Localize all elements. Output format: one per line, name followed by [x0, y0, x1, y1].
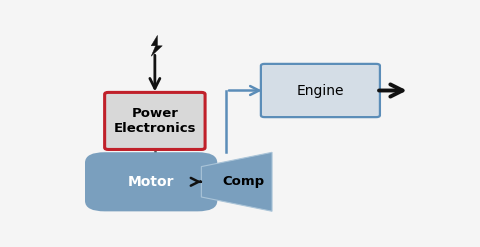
FancyBboxPatch shape [86, 153, 216, 210]
Polygon shape [151, 35, 162, 56]
Text: Engine: Engine [297, 83, 344, 98]
Text: Comp: Comp [223, 175, 265, 188]
FancyBboxPatch shape [261, 64, 380, 117]
Text: Power
Electronics: Power Electronics [114, 107, 196, 135]
FancyBboxPatch shape [105, 92, 205, 149]
Polygon shape [202, 152, 272, 211]
Text: Motor: Motor [128, 175, 174, 189]
